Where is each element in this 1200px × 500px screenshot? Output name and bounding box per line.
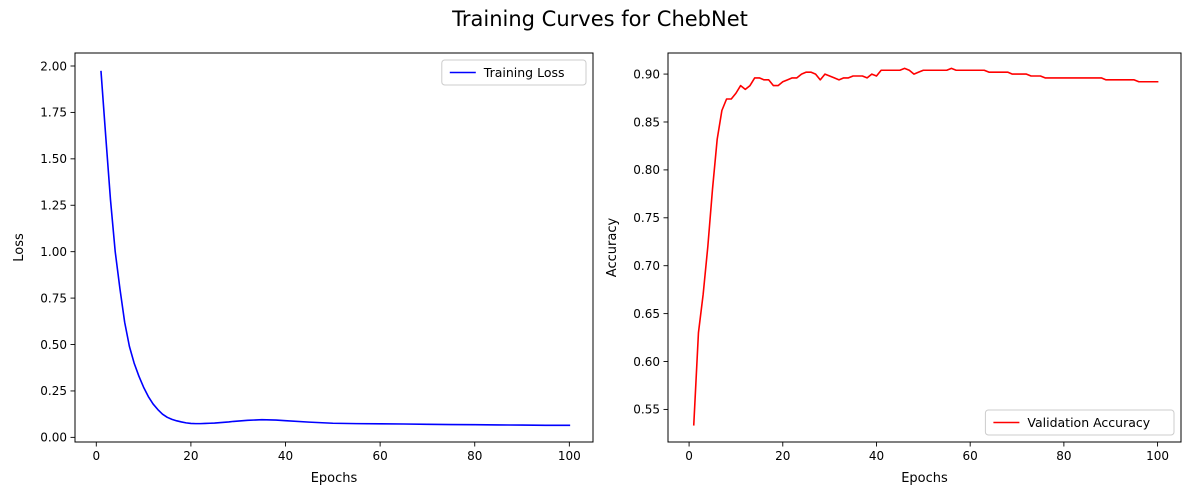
plot-frame [74,52,594,443]
series-line-1 [100,70,571,427]
series-line-1 [692,67,1159,426]
y-tick-label: 0.50 [40,338,67,352]
x-axis-label: Epochs [901,471,948,486]
x-tick-label: 0 [685,449,693,463]
y-axis-label: Accuracy [605,218,620,278]
y-tick-label: 0.80 [633,163,660,177]
x-axis-label: Epochs [311,471,358,486]
plot-frame [667,52,1182,443]
subplot-2: 0 20 40 60 80 100 0.55 0.60 0.65 0.70 0.75 0.80 0.85… [605,52,1182,486]
y-axis-label: Loss [12,233,27,262]
y-tick-label: 0.75 [633,211,660,225]
legend: Validation Accuracy [984,409,1175,436]
x-tick-label: 20 [183,449,198,463]
y-tick-label: 1.25 [40,199,67,213]
x-tick-label: 60 [372,449,387,463]
x-tick-label: 0 [92,449,100,463]
subplot-1: 0 20 40 60 80 100 0.00 0.25 0.50 0.75 1.00 1.25 1.50… [12,52,594,486]
x-tick-label: 40 [869,449,884,463]
y-tick-label: 0.85 [633,115,660,129]
y-tick-label: 0.65 [633,307,660,321]
x-tick-label: 60 [963,449,978,463]
x-tick-label: 80 [1056,449,1071,463]
y-tick-label: 0.70 [633,259,660,273]
y-tick-label: 1.75 [40,106,67,120]
y-tick-label: 0.00 [40,431,67,445]
y-tick-label: 0.25 [40,384,67,398]
legend-label: Training Loss [483,65,565,80]
x-tick-label: 100 [1146,449,1169,463]
y-tick-label: 1.50 [40,152,67,166]
y-tick-label: 0.75 [40,291,67,305]
legend-box [441,59,587,86]
figure-title: Training Curves for ChebNet [452,7,748,31]
y-tick-label: 0.55 [633,403,660,417]
x-tick-label: 40 [278,449,293,463]
legend-label: Validation Accuracy [1027,415,1150,430]
y-tick-label: 0.90 [633,67,660,81]
y-tick-label: 1.00 [40,245,67,259]
legend-box [984,409,1175,436]
y-tick-label: 0.60 [633,355,660,369]
legend: Training Loss [441,59,587,86]
x-tick-label: 100 [558,449,581,463]
x-tick-label: 20 [775,449,790,463]
y-tick-label: 2.00 [40,59,67,73]
x-tick-label: 80 [467,449,482,463]
